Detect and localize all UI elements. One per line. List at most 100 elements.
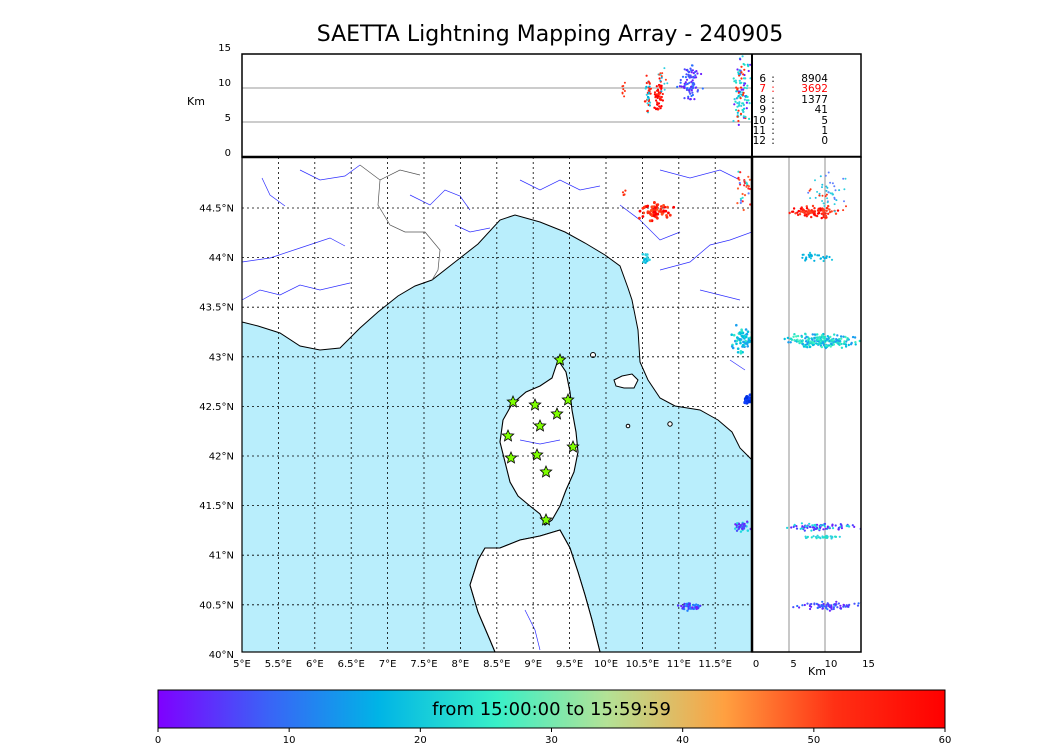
lat-tick-label: 41.5°N — [199, 501, 234, 512]
lightning-source — [829, 535, 832, 538]
station-separator: : — [771, 114, 775, 127]
lightning-source — [638, 209, 642, 213]
lightning-source — [825, 255, 828, 258]
lightning-source — [623, 193, 626, 196]
lightning-source — [740, 65, 743, 68]
lightning-source — [745, 335, 748, 339]
lightning-source — [736, 115, 739, 118]
lightning-source — [813, 333, 816, 336]
borders — [359, 164, 441, 281]
lightning-source — [655, 208, 659, 211]
lightning-source — [812, 341, 816, 345]
lightning-source — [815, 336, 819, 339]
lightning-source — [687, 603, 691, 606]
lightning-source — [819, 339, 823, 342]
lon-tick-label: 8°E — [452, 659, 470, 670]
lightning-source — [655, 93, 659, 96]
station-count-row: 11: 1 — [742, 126, 828, 137]
lightning-source — [820, 216, 823, 220]
lightning-source — [821, 600, 824, 603]
lightning-source — [810, 342, 813, 345]
lightning-source — [741, 192, 744, 196]
lightning-source — [690, 80, 693, 83]
sardinia-island — [469, 529, 601, 652]
lightning-source — [835, 199, 838, 202]
lightning-source — [824, 339, 827, 343]
lightning-source — [656, 101, 659, 104]
lightning-source — [745, 87, 749, 90]
lightning-source — [816, 606, 819, 610]
lightning-source — [743, 86, 746, 89]
lightning-source — [692, 84, 695, 87]
lightning-source — [748, 102, 751, 105]
lightning-source — [642, 211, 646, 215]
lightning-source — [658, 85, 661, 88]
lightning-source — [696, 72, 699, 75]
lightning-source — [806, 346, 809, 349]
lightning-source — [815, 342, 818, 345]
lightning-source — [647, 89, 650, 92]
station-star — [566, 439, 580, 453]
lightning-source — [641, 206, 645, 210]
lightning-source — [740, 104, 743, 107]
colorbar-tick-label: 10 — [283, 735, 296, 746]
lightning-source — [680, 85, 683, 88]
lightning-source — [736, 351, 740, 354]
lightning-source — [847, 343, 850, 347]
lightning-source — [796, 604, 799, 608]
lightning-source — [826, 338, 829, 341]
lightning-source — [821, 183, 824, 186]
station-star — [504, 450, 518, 464]
lightning-source — [802, 345, 806, 348]
lightning-source — [814, 525, 817, 528]
lightning-source — [738, 331, 742, 334]
lightning-source — [793, 523, 796, 527]
lightning-source — [831, 527, 835, 530]
lightning-source — [735, 323, 738, 327]
altitude-lon-panel — [241, 53, 862, 158]
lightning-source — [622, 88, 625, 91]
lightning-source — [737, 123, 740, 126]
lightning-source — [810, 605, 813, 608]
lon-tick-label: 11°E — [667, 659, 691, 670]
lightning-source — [646, 211, 650, 215]
lightning-source — [809, 603, 812, 606]
lightning-source — [838, 535, 841, 538]
lightning-source — [853, 525, 856, 529]
lightning-source — [645, 205, 649, 209]
lightning-source — [739, 530, 743, 533]
lightning-source — [745, 181, 748, 184]
station-separator: : — [771, 93, 775, 106]
lightning-source — [821, 341, 825, 344]
lightning-source — [734, 100, 737, 103]
lightning-source — [812, 211, 815, 214]
lightning-source — [792, 335, 795, 338]
lightning-source — [623, 90, 626, 92]
lightning-source — [836, 209, 840, 212]
station-star — [550, 406, 564, 420]
lightning-source — [826, 602, 829, 605]
lightning-source — [645, 85, 648, 88]
lightning-source — [621, 92, 624, 95]
side-xtick-label: 0 — [753, 659, 759, 670]
lightning-source — [790, 338, 794, 341]
lightning-source — [745, 185, 748, 188]
lightning-source — [744, 342, 748, 345]
lat-tick-label: 43.5°N — [199, 303, 234, 314]
station-number: 12 — [752, 135, 766, 148]
lightning-source — [824, 344, 827, 347]
lightning-source — [734, 79, 737, 82]
lightning-source — [794, 212, 797, 215]
lightning-source — [742, 91, 745, 94]
station-count: 3692 — [801, 83, 828, 96]
lightning-source — [745, 396, 749, 400]
lightning-source — [818, 192, 821, 195]
lightning-source — [799, 210, 803, 213]
lightning-source — [822, 523, 825, 526]
lightning-source — [743, 184, 746, 187]
lightning-source — [687, 95, 690, 98]
lightning-source — [808, 337, 811, 340]
lightning-source — [684, 76, 688, 79]
lightning-source — [830, 338, 833, 341]
lightning-source — [742, 103, 746, 107]
